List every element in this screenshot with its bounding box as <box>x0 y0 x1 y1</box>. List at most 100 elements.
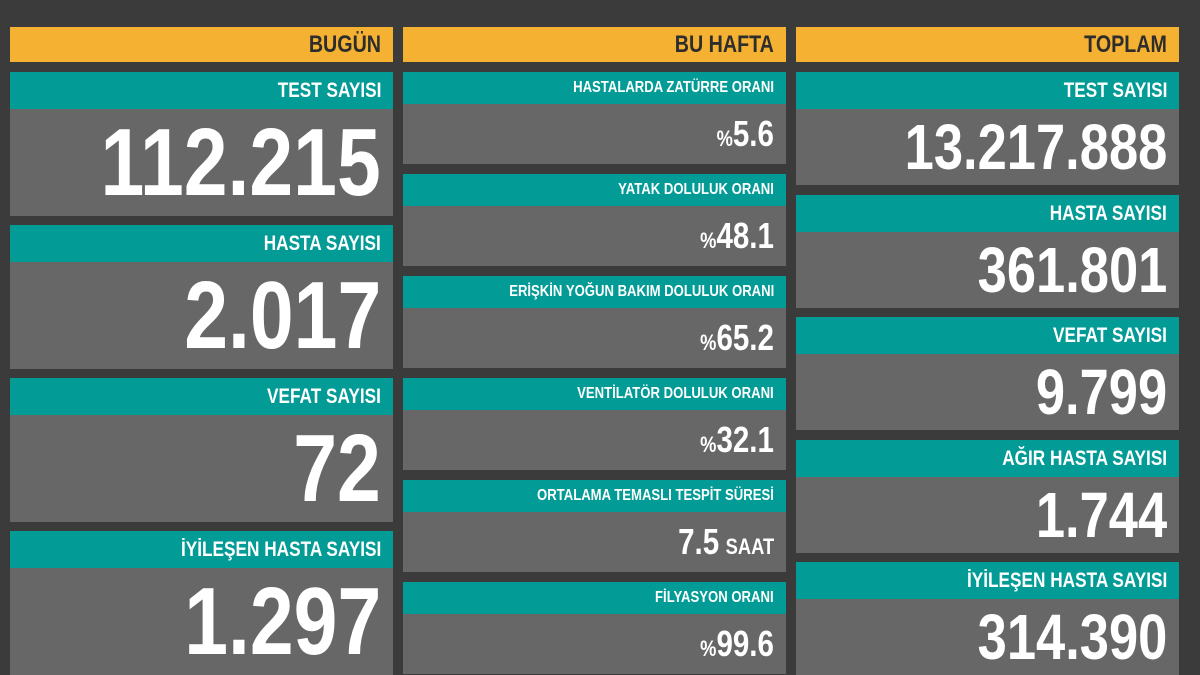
label-text: AĞIR HASTA SAYISI <box>1002 446 1167 470</box>
stat-value: 1.744 <box>796 476 1179 553</box>
stat-value: 72 <box>10 415 393 522</box>
label-text: HASTALARDA ZATÜRRE ORANI <box>573 79 774 96</box>
label-text: FİLYASYON ORANI <box>655 589 774 606</box>
label-text: İYİLEŞEN HASTA SAYISI <box>966 569 1167 592</box>
stat-label: TEST SAYISI <box>10 72 393 109</box>
stat-label: FİLYASYON ORANI <box>403 582 786 614</box>
label-text: HASTA SAYISI <box>1049 201 1167 225</box>
stat-panel: HASTA SAYISI 361.801 <box>796 194 1179 308</box>
value-text: 48.1 <box>716 215 774 256</box>
stat-panel: HASTALARDA ZATÜRRE ORANI %5.6 <box>403 72 786 164</box>
stat-panel: VEFAT SAYISI 72 <box>10 378 393 522</box>
value-group: %32.1 <box>700 410 774 470</box>
value-text: 7.5 <box>677 521 719 562</box>
value-group: 1.297 <box>184 568 381 675</box>
label-text: VEFAT SAYISI <box>1053 324 1167 347</box>
stat-panel: İYİLEŞEN HASTA SAYISI 1.297 <box>10 531 393 675</box>
value-prefix: % <box>700 432 717 457</box>
value-prefix: % <box>700 228 717 253</box>
value-text: 9.799 <box>1035 356 1167 428</box>
value-text: 314.390 <box>977 601 1167 673</box>
stat-label: TEST SAYISI <box>796 72 1179 109</box>
label-text: VENTİLATÖR DOLULUK ORANI <box>577 385 774 402</box>
label-text: TEST SAYISI <box>277 79 381 102</box>
value-text: 13.217.888 <box>904 111 1167 183</box>
stat-label: VENTİLATÖR DOLULUK ORANI <box>403 378 786 410</box>
label-text: YATAK DOLULUK ORANI <box>618 181 774 198</box>
stat-panel: HASTA SAYISI 2.017 <box>10 225 393 369</box>
column: BU HAFTA HASTALARDA ZATÜRRE ORANI %5.6 YATA… <box>403 27 786 675</box>
value-prefix: % <box>716 126 733 151</box>
stat-panel: YATAK DOLULUK ORANI %48.1 <box>403 174 786 266</box>
value-text: 1.744 <box>1035 478 1167 551</box>
stat-label: İYİLEŞEN HASTA SAYISI <box>10 531 393 568</box>
stat-label: İYİLEŞEN HASTA SAYISI <box>796 562 1179 599</box>
value-prefix: % <box>700 636 717 661</box>
label-text: TEST SAYISI <box>1063 79 1167 102</box>
value-text: 2.017 <box>184 262 381 369</box>
stat-label: ORTALAMA TEMASLI TESPİT SÜRESİ <box>403 480 786 512</box>
value-text: 99.6 <box>716 623 774 664</box>
stat-panel: AĞIR HASTA SAYISI 1.744 <box>796 439 1179 553</box>
label-text: VEFAT SAYISI <box>267 385 381 408</box>
stat-value: %65.2 <box>403 308 786 368</box>
value-group: 112.215 <box>101 109 381 216</box>
value-text: 112.215 <box>100 109 381 216</box>
stat-label: VEFAT SAYISI <box>10 378 393 415</box>
column-header: BU HAFTA <box>403 27 786 62</box>
stat-value: %99.6 <box>403 614 786 674</box>
value-prefix: % <box>700 330 717 355</box>
value-text: 65.2 <box>716 317 774 358</box>
value-text: 5.6 <box>732 113 774 154</box>
stat-value: %48.1 <box>403 206 786 266</box>
header-text: TOPLAM <box>1084 31 1167 58</box>
stat-label: AĞIR HASTA SAYISI <box>796 439 1179 477</box>
stat-label: ERİŞKİN YOĞUN BAKIM DOLULUK ORANI <box>403 276 786 308</box>
value-suffix: SAAT <box>725 534 774 559</box>
value-group: %99.6 <box>700 614 774 674</box>
header-text: BU HAFTA <box>674 31 774 58</box>
stat-panel: VEFAT SAYISI 9.799 <box>796 317 1179 430</box>
value-text: 32.1 <box>716 419 774 460</box>
value-group: 72 <box>293 415 381 522</box>
value-text: 1.297 <box>184 568 381 675</box>
label-text: ORTALAMA TEMASLI TESPİT SÜRESİ <box>537 487 774 504</box>
label-text: ERİŞKİN YOĞUN BAKIM DOLULUK ORANI <box>508 283 774 300</box>
header-text: BUGÜN <box>308 31 381 58</box>
column: BUGÜN TEST SAYISI 112.215 HASTA SAYISI 2.017… <box>10 27 393 675</box>
stat-label: YATAK DOLULUK ORANI <box>403 174 786 206</box>
value-group: %48.1 <box>700 206 774 266</box>
value-group: 361.801 <box>977 232 1167 308</box>
stat-value: 2.017 <box>10 262 393 369</box>
stat-value: 13.217.888 <box>796 109 1179 185</box>
stat-value: %32.1 <box>403 410 786 470</box>
value-text: 72 <box>293 415 381 522</box>
stat-label: HASTALARDA ZATÜRRE ORANI <box>403 72 786 104</box>
value-group: 7.5 SAAT <box>678 512 774 572</box>
stat-value: 9.799 <box>796 354 1179 430</box>
stat-panel: FİLYASYON ORANI %99.6 <box>403 582 786 674</box>
value-group: %5.6 <box>717 104 774 164</box>
stat-panel: VENTİLATÖR DOLULUK ORANI %32.1 <box>403 378 786 470</box>
value-group: 13.217.888 <box>904 109 1167 185</box>
stat-value: 1.297 <box>10 568 393 675</box>
stat-value: 314.390 <box>796 599 1179 675</box>
stat-panel: TEST SAYISI 13.217.888 <box>796 72 1179 185</box>
stat-label: HASTA SAYISI <box>796 194 1179 232</box>
value-group: 9.799 <box>1036 354 1167 430</box>
stat-panel: TEST SAYISI 112.215 <box>10 72 393 216</box>
stat-value: 361.801 <box>796 231 1179 308</box>
value-group: 1.744 <box>1036 477 1167 553</box>
column-header: BUGÜN <box>10 27 393 62</box>
value-group: 2.017 <box>184 262 381 369</box>
column: TOPLAM TEST SAYISI 13.217.888 HASTA SAYISI 3… <box>796 27 1179 675</box>
value-group: 314.390 <box>977 599 1167 675</box>
stat-value: 112.215 <box>10 109 393 216</box>
label-text: HASTA SAYISI <box>263 232 381 255</box>
stat-panel: İYİLEŞEN HASTA SAYISI 314.390 <box>796 562 1179 675</box>
stat-label: HASTA SAYISI <box>10 225 393 262</box>
stat-value: 7.5 SAAT <box>403 512 786 572</box>
value-group: %65.2 <box>700 308 774 368</box>
value-text: 361.801 <box>977 233 1167 306</box>
